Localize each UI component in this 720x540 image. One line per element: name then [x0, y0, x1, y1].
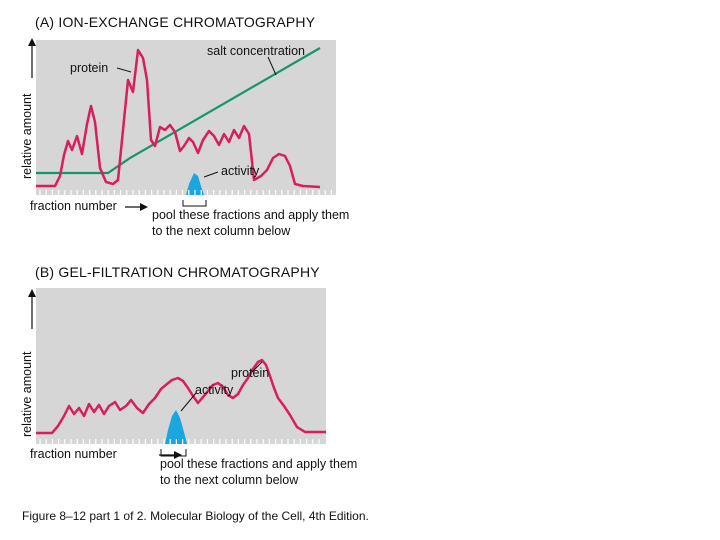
panel-a-pool-note-line2: to the next column below	[152, 224, 291, 238]
panel-b-pool-bracket	[160, 449, 187, 457]
panel-a-pool-note-line1: pool these fractions and apply them	[152, 208, 350, 222]
panel-a-fraction-ticks	[39, 190, 332, 195]
panel-b-activity-leader	[180, 392, 197, 412]
panel-b-activity-peak	[165, 410, 187, 444]
panel-a-title: (A) ION-EXCHANGE CHROMATOGRAPHY	[35, 14, 316, 30]
panel-a-salt-label: salt concentration	[207, 44, 305, 58]
figure-caption: Figure 8–12 part 1 of 2. Molecular Biolo…	[22, 509, 369, 523]
panel-b-protein-leader	[251, 361, 263, 373]
panel-b-protein-label: protein	[231, 366, 270, 380]
panel-a-protein-leader	[116, 67, 132, 73]
panel-a-plot-background	[36, 40, 336, 195]
panel-b-plot-background	[36, 288, 326, 444]
panel-b-x-axis-label: fraction number	[30, 447, 117, 461]
panel-a-x-axis-label: fraction number	[30, 199, 117, 213]
panel-b-y-axis-arrow	[26, 289, 38, 329]
panel-b-title: (B) GEL-FILTRATION CHROMATOGRAPHY	[35, 264, 320, 280]
panel-a-protein-trace	[36, 48, 321, 189]
panel-b-protein-trace	[36, 358, 326, 435]
panel-a-pool-bracket	[182, 200, 207, 207]
panel-b-pool-note: pool these fractions and apply them to t…	[160, 456, 357, 488]
panel-b-pool-note-line2: to the next column below	[160, 473, 299, 487]
panel-a-y-axis-arrow	[26, 38, 38, 78]
panel-a-pool-note: pool these fractions and apply them to t…	[152, 207, 349, 239]
panel-b-activity-label: activity	[195, 383, 234, 397]
panel-a-salt-leader	[267, 56, 277, 76]
panel-b-pool-note-line1: pool these fractions and apply them	[160, 457, 358, 471]
panel-a-activity-label: activity	[221, 164, 260, 178]
panel-a-protein-label: protein	[70, 61, 109, 75]
panel-b-fraction-ticks	[39, 439, 320, 444]
panel-a-activity-peak	[186, 173, 204, 195]
panel-a-activity-leader	[203, 171, 219, 178]
